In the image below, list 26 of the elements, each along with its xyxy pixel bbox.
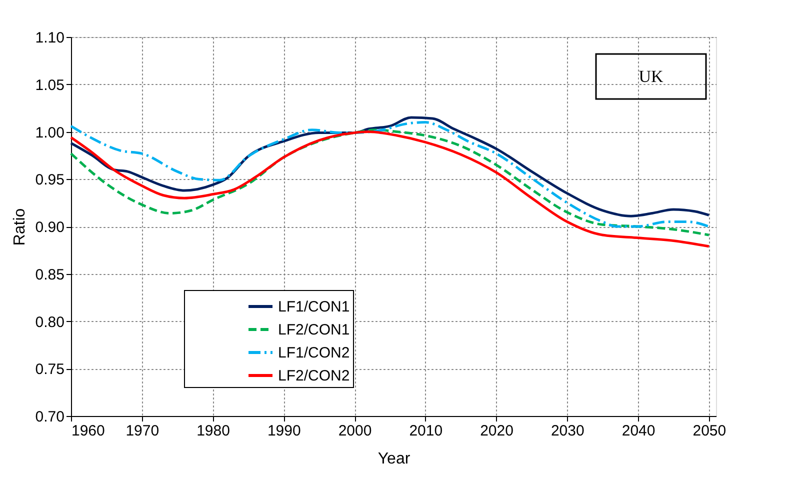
legend-label: LF1/CON2 bbox=[278, 344, 350, 362]
y-tick-label: 0.95 bbox=[35, 172, 64, 189]
x-tick-label: 1980 bbox=[196, 422, 230, 440]
x-tick-label: 2000 bbox=[338, 422, 372, 440]
x-axis-title: Year bbox=[378, 450, 411, 468]
x-tick-label: 1990 bbox=[267, 422, 301, 440]
x-tick-label: 2010 bbox=[409, 422, 443, 440]
x-tick-label: 2020 bbox=[480, 422, 514, 440]
x-tick-label: 2030 bbox=[550, 422, 584, 440]
legend-label: LF1/CON1 bbox=[278, 298, 350, 316]
y-tick-label: 0.85 bbox=[35, 266, 64, 284]
y-tick-label: 0.75 bbox=[35, 361, 64, 378]
y-tick-label: 0.80 bbox=[35, 314, 64, 331]
y-tick-label: 0.90 bbox=[35, 219, 64, 236]
legend-label: LF2/CON2 bbox=[278, 368, 350, 384]
x-tick-label: 2040 bbox=[622, 422, 656, 440]
annotation: UK bbox=[638, 67, 664, 86]
y-tick-label: 1.10 bbox=[35, 30, 64, 46]
x-tick-label: 1960 bbox=[72, 422, 105, 440]
legend-label: LF2/CON1 bbox=[278, 322, 350, 338]
y-axis-title: Ratio bbox=[11, 208, 28, 246]
y-tick-label: 1.00 bbox=[35, 124, 64, 142]
y-tick-label: 1.05 bbox=[35, 76, 64, 94]
y-tick-label: 0.70 bbox=[35, 408, 64, 426]
x-tick-label: 1970 bbox=[126, 422, 160, 440]
x-tick-label: 2050 bbox=[692, 422, 726, 440]
